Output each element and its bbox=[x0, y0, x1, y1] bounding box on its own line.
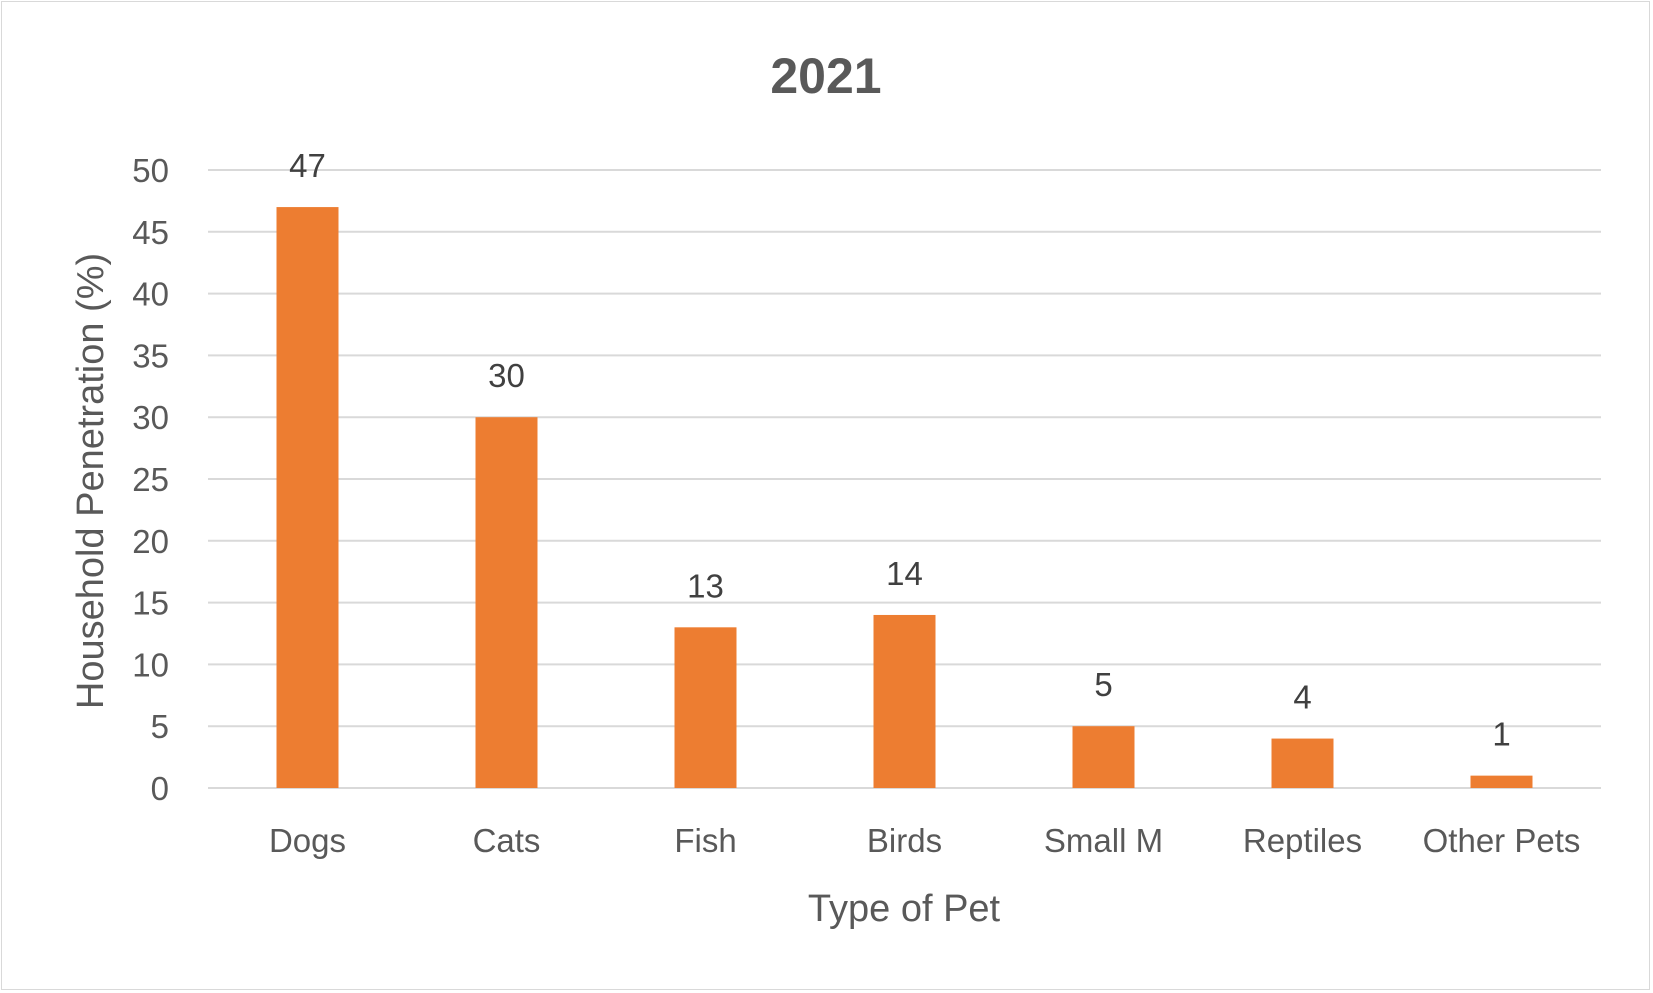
data-label: 47 bbox=[289, 147, 326, 184]
gridlines bbox=[208, 169, 1601, 789]
data-label: 1 bbox=[1492, 716, 1510, 753]
data-labels: 47 30 13 14 5 4 1 bbox=[289, 147, 1511, 753]
x-tick-label: Other Pets bbox=[1423, 822, 1581, 859]
x-tick-label: Dogs bbox=[269, 822, 346, 859]
data-label: 30 bbox=[488, 357, 525, 394]
x-tick-label: Cats bbox=[473, 822, 541, 859]
data-label: 4 bbox=[1293, 679, 1311, 716]
y-tick-label: 45 bbox=[132, 214, 169, 251]
bar-reptiles bbox=[1271, 738, 1334, 788]
y-tick-label: 20 bbox=[132, 523, 169, 560]
y-tick-label: 25 bbox=[132, 461, 169, 498]
bar-small-m bbox=[1072, 726, 1135, 788]
y-tick-label: 15 bbox=[132, 585, 169, 622]
bar-dogs bbox=[276, 207, 339, 788]
y-axis-title: Household Penetration (%) bbox=[70, 253, 112, 709]
y-tick-label: 50 bbox=[132, 152, 169, 189]
bar-birds bbox=[873, 614, 936, 788]
x-tick-label: Small M bbox=[1044, 822, 1163, 859]
x-tick-label: Birds bbox=[867, 822, 942, 859]
bars bbox=[276, 207, 1533, 788]
y-tick-label: 30 bbox=[132, 399, 169, 436]
data-label: 13 bbox=[687, 567, 724, 604]
bar-cats bbox=[475, 417, 538, 788]
y-tick-label: 40 bbox=[132, 276, 169, 313]
x-tick-label: Reptiles bbox=[1243, 822, 1362, 859]
data-label: 14 bbox=[886, 555, 923, 592]
chart-title: 2021 bbox=[770, 48, 881, 104]
x-axis-ticks: Dogs Cats Fish Birds Small M Reptiles Other Pe… bbox=[269, 822, 1580, 859]
bar-fish bbox=[674, 627, 737, 788]
x-tick-label: Fish bbox=[674, 822, 736, 859]
y-tick-label: 5 bbox=[151, 708, 169, 745]
y-tick-label: 10 bbox=[132, 646, 169, 683]
y-tick-label: 35 bbox=[132, 337, 169, 374]
data-label: 5 bbox=[1094, 666, 1112, 703]
y-axis-ticks: 0 5 10 15 20 25 30 35 40 45 50 bbox=[132, 152, 169, 807]
x-axis-title: Type of Pet bbox=[808, 888, 1001, 930]
bar-other-pets bbox=[1470, 775, 1533, 788]
y-tick-label: 0 bbox=[151, 770, 169, 807]
